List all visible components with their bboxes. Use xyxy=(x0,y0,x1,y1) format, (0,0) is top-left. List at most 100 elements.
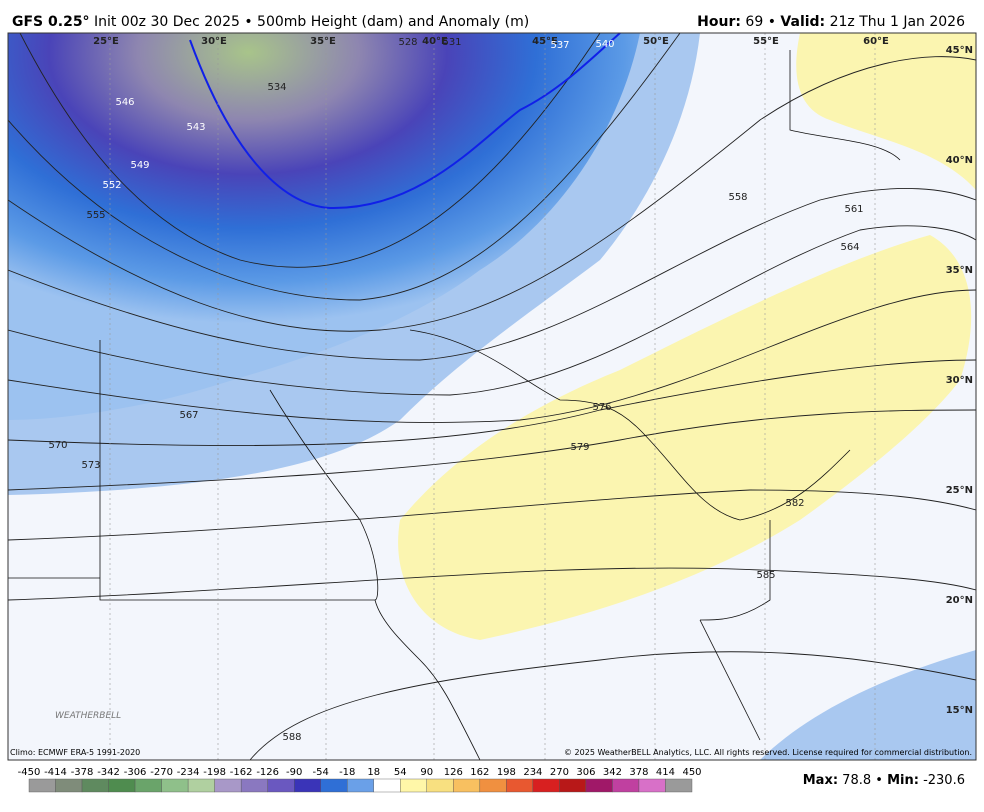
colorbar-swatch xyxy=(320,778,348,793)
contour-label: 585 xyxy=(756,570,775,581)
colorbar-swatch xyxy=(267,778,295,793)
contour-label: 555 xyxy=(86,210,105,221)
description: Init 00z 30 Dec 2025 • 500mb Height (dam… xyxy=(94,14,529,30)
longitude-label: 50°E xyxy=(643,36,669,47)
latitude-label: 20°N xyxy=(946,595,973,606)
colorbar-label: 450 xyxy=(682,767,701,778)
colorbar-swatch xyxy=(612,778,640,793)
colorbar-label: 234 xyxy=(523,767,542,778)
hour: 69 xyxy=(745,14,763,30)
colorbar-label: 126 xyxy=(444,767,463,778)
longitude-label: 25°E xyxy=(93,36,119,47)
contours xyxy=(8,33,976,760)
latitude-label: 30°N xyxy=(946,375,973,386)
longitude-label: 30°E xyxy=(201,36,227,47)
contour-label: 582 xyxy=(785,498,804,509)
longitude-label: 40°E xyxy=(422,36,448,47)
colorbar-label: 414 xyxy=(656,767,675,778)
colorbar-swatch xyxy=(55,778,83,793)
contour-label: 549 xyxy=(130,160,149,171)
contour-label: 528 xyxy=(398,37,417,48)
map-labels: 25°E 30°E 35°E 40°E 45°E 50°E 55°E 60°E 45°N 40°N… xyxy=(48,36,973,743)
colorbar-label: 270 xyxy=(550,767,569,778)
colorbar-label: -162 xyxy=(230,767,253,778)
colorbar-label: -198 xyxy=(203,767,226,778)
colorbar-label: -54 xyxy=(313,767,329,778)
colorbar-label: 162 xyxy=(470,767,489,778)
longitude-label: 45°E xyxy=(532,36,558,47)
longitude-label: 55°E xyxy=(753,36,779,47)
colorbar-label: -234 xyxy=(177,767,200,778)
hour-label: Hour: xyxy=(697,14,741,30)
positive-anomaly-main xyxy=(398,235,972,640)
colorbar-label: -414 xyxy=(44,767,67,778)
colorbar-swatch xyxy=(347,778,374,793)
latitude-label: 25°N xyxy=(946,485,973,496)
contour-label: 537 xyxy=(550,40,569,51)
colorbar-label: 306 xyxy=(576,767,595,778)
logo: WEATHERBELL xyxy=(55,711,121,721)
map: 25°E 30°E 35°E 40°E 45°E 50°E 55°E 60°E 45°N 40°N… xyxy=(8,33,976,760)
positive-anomaly-ne xyxy=(796,33,976,190)
contour-label: 573 xyxy=(81,460,100,471)
latitude-label: 40°N xyxy=(946,155,973,166)
contour-label: 570 xyxy=(48,440,67,451)
colorbar-swatch xyxy=(532,778,560,793)
contour-label: 576 xyxy=(592,402,611,413)
colorbar-label: -90 xyxy=(286,767,302,778)
colorbar-swatch xyxy=(240,778,268,793)
max-label: Max: xyxy=(803,773,838,788)
max-min: Max: 78.8 • Min: -230.6 xyxy=(803,773,965,788)
colorbar-label: -342 xyxy=(97,767,120,778)
colorbar-label: -378 xyxy=(71,767,94,778)
latitude-label: 15°N xyxy=(946,705,973,716)
colorbar-swatch xyxy=(28,778,56,793)
longitude-label: 35°E xyxy=(310,36,336,47)
colorbar-swatch xyxy=(294,778,321,793)
borders xyxy=(8,50,901,760)
longitude-label: 60°E xyxy=(863,36,889,47)
colorbar-swatch xyxy=(81,778,109,793)
sep: • xyxy=(875,773,883,788)
colorbar-swatch xyxy=(585,778,613,793)
colorbar-label: 198 xyxy=(497,767,516,778)
colorbar-swatch xyxy=(161,778,189,793)
contour-label: 540 xyxy=(595,39,614,50)
colorbar-label: 90 xyxy=(420,767,433,778)
colorbar-swatch xyxy=(400,778,427,793)
header-right: Hour: 69 • Valid: 21z Thu 1 Jan 2026 xyxy=(697,14,965,30)
colorbar-swatch xyxy=(665,778,693,793)
contour-label: 534 xyxy=(267,82,286,93)
contour-label: 564 xyxy=(840,242,859,253)
colorbar-swatch xyxy=(559,778,587,793)
colorbar-swatch xyxy=(214,778,242,793)
max: 78.8 xyxy=(842,773,871,788)
graticule xyxy=(109,33,876,760)
colorbar-label: 18 xyxy=(367,767,380,778)
valid-label: Valid: xyxy=(780,14,825,30)
contour-label: 588 xyxy=(282,732,301,743)
copyright: © 2025 WeatherBELL Analytics, LLC. All r… xyxy=(564,748,972,757)
colorbar-label: -450 xyxy=(18,767,41,778)
colorbar-swatch xyxy=(638,778,666,793)
contour-label: 543 xyxy=(186,122,205,133)
climo: Climo: ECMWF ERA-5 1991-2020 xyxy=(10,748,140,757)
model: GFS 0.25° xyxy=(12,14,90,30)
colorbar-swatch xyxy=(134,778,162,793)
contour-label: 579 xyxy=(570,442,589,453)
latitude-label: 45°N xyxy=(946,45,973,56)
colorbar-label: -270 xyxy=(150,767,173,778)
contour-label: 552 xyxy=(102,180,121,191)
colorbar-label: 342 xyxy=(603,767,622,778)
colorbar: -450 -414 -378 -342 -306 -270 -234 -198 -162 -126… xyxy=(18,767,702,793)
anomaly-core xyxy=(8,33,640,420)
colorbar-swatch xyxy=(426,778,454,793)
colorbar-swatch xyxy=(108,778,136,793)
contour-label: 567 xyxy=(179,410,198,421)
map-frame xyxy=(7,32,977,761)
contour-label: 561 xyxy=(844,204,863,215)
contour-540 xyxy=(189,33,621,210)
sep: • xyxy=(768,14,776,30)
colorbar-label: -126 xyxy=(256,767,279,778)
